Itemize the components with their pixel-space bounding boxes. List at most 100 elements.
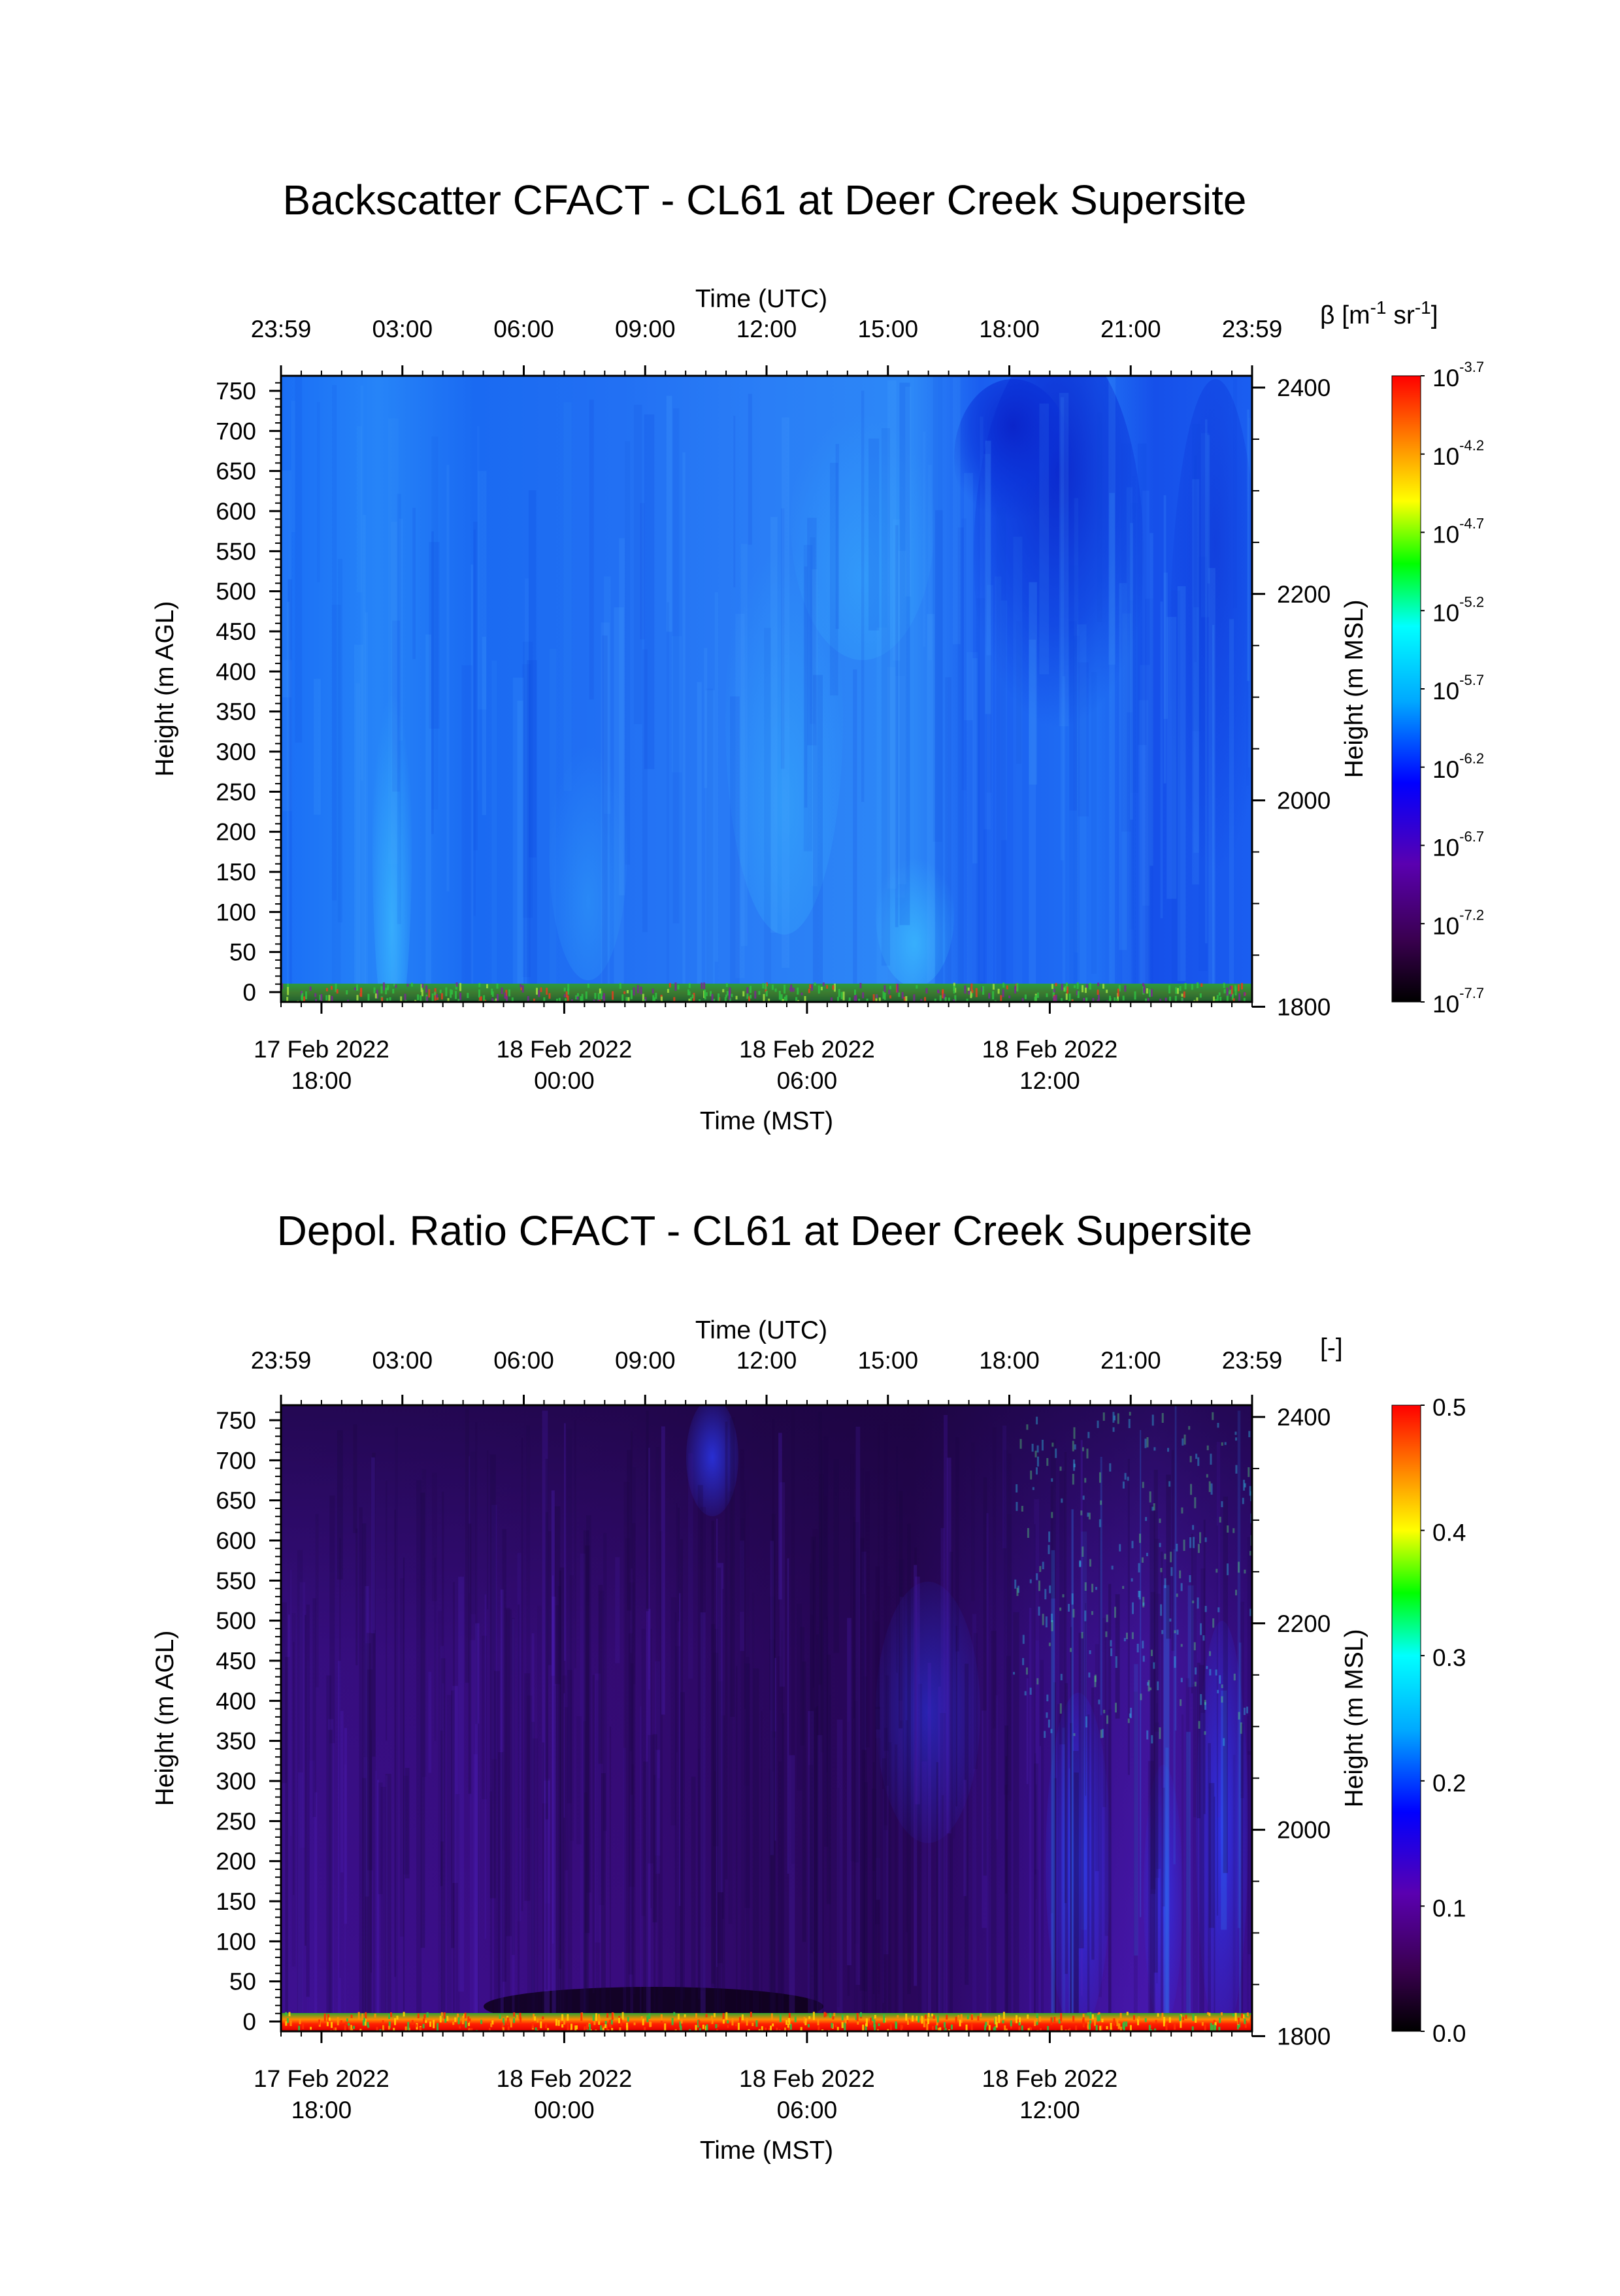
colorbar-title: β [m-1 sr-1] xyxy=(1320,297,1438,330)
left-tick-label: 50 xyxy=(229,1969,256,1995)
bottom-tick-date: 18 Feb 2022 xyxy=(982,1036,1118,1063)
top-tick-label: 21:00 xyxy=(1100,1347,1161,1374)
colorbar-tick-label: 10-4.7 xyxy=(1432,516,1484,548)
top-tick-label: 15:00 xyxy=(857,1347,918,1374)
colorbar-tick-label: 10-3.7 xyxy=(1432,359,1484,391)
top-tick-label: 18:00 xyxy=(979,1347,1040,1374)
right-tick-label: 2000 xyxy=(1277,788,1331,814)
left-tick-label: 400 xyxy=(216,658,256,685)
left-tick-label: 250 xyxy=(216,778,256,805)
top-tick-label: 21:00 xyxy=(1100,316,1161,342)
left-tick-label: 300 xyxy=(216,739,256,765)
right-tick-label: 2400 xyxy=(1277,374,1331,401)
left-tick-label: 550 xyxy=(216,538,256,565)
left-tick-label: 0 xyxy=(242,979,256,1006)
colorbar xyxy=(1391,375,1421,1003)
bottom-tick-date: 17 Feb 2022 xyxy=(254,2065,389,2092)
top-tick-label: 12:00 xyxy=(736,316,797,342)
right-axis-label: Height (m MSL) xyxy=(1340,1629,1368,1807)
left-tick-label: 450 xyxy=(216,1648,256,1674)
depol-panel: Depol. Ratio CFACT - CL61 at Deer Creek … xyxy=(151,1207,1466,2165)
top-tick-label: 23:59 xyxy=(251,1347,312,1374)
colorbar-tick-label: 10-6.2 xyxy=(1432,750,1484,783)
bottom-tick-time: 00:00 xyxy=(534,1067,595,1094)
left-tick-label: 150 xyxy=(216,1888,256,1915)
chart-title: Backscatter CFACT - CL61 at Deer Creek S… xyxy=(283,176,1247,224)
bottom-tick-time: 06:00 xyxy=(777,1067,838,1094)
colorbar-tick-label: 10-5.7 xyxy=(1432,672,1484,705)
left-tick-label: 50 xyxy=(229,939,256,966)
colorbar-tick-label: 0.2 xyxy=(1432,1770,1466,1797)
bottom-tick-date: 18 Feb 2022 xyxy=(497,1036,633,1063)
chart-title: Depol. Ratio CFACT - CL61 at Deer Creek … xyxy=(277,1207,1253,1254)
right-tick-label: 2200 xyxy=(1277,1610,1331,1637)
top-tick-label: 15:00 xyxy=(857,316,918,342)
left-tick-label: 350 xyxy=(216,1728,256,1755)
left-tick-label: 100 xyxy=(216,899,256,925)
left-tick-label: 200 xyxy=(216,1848,256,1875)
colorbar-tick-label: 0.0 xyxy=(1432,2020,1466,2047)
backscatter-panel: Backscatter CFACT - CL61 at Deer Creek S… xyxy=(151,176,1484,1135)
colorbar-tick-label: 10-7.2 xyxy=(1432,907,1484,939)
left-tick-label: 400 xyxy=(216,1688,256,1714)
top-tick-label: 09:00 xyxy=(615,1347,676,1374)
bottom-tick-date: 18 Feb 2022 xyxy=(982,2065,1118,2092)
top-tick-label: 18:00 xyxy=(979,316,1040,342)
backscatter-heatmap xyxy=(281,376,1252,1002)
bottom-tick-date: 17 Feb 2022 xyxy=(254,1036,389,1063)
left-tick-label: 250 xyxy=(216,1808,256,1835)
left-tick-label: 550 xyxy=(216,1567,256,1594)
colorbar-tick-label: 10-4.2 xyxy=(1432,437,1484,470)
left-tick-label: 300 xyxy=(216,1768,256,1795)
colorbar-tick-label: 0.4 xyxy=(1432,1520,1466,1546)
colorbar-tick-label: 0.3 xyxy=(1432,1644,1466,1671)
bottom-tick-date: 18 Feb 2022 xyxy=(497,2065,633,2092)
left-tick-label: 650 xyxy=(216,1488,256,1514)
bottom-tick-date: 18 Feb 2022 xyxy=(739,2065,875,2092)
colorbar-tick-label: 10-7.7 xyxy=(1432,985,1484,1018)
left-tick-label: 0 xyxy=(242,2008,256,2035)
top-tick-label: 03:00 xyxy=(372,1347,433,1374)
left-tick-label: 500 xyxy=(216,1608,256,1635)
top-tick-label: 23:59 xyxy=(1222,1347,1283,1374)
left-tick-label: 600 xyxy=(216,498,256,525)
top-tick-label: 23:59 xyxy=(251,316,312,342)
left-axis-label: Height (m AGL) xyxy=(151,601,179,777)
bottom-tick-time: 12:00 xyxy=(1019,2097,1080,2123)
left-tick-label: 750 xyxy=(216,378,256,405)
left-tick-label: 650 xyxy=(216,458,256,485)
bottom-tick-time: 06:00 xyxy=(777,2097,838,2123)
right-tick-label: 1800 xyxy=(1277,993,1331,1020)
top-tick-label: 09:00 xyxy=(615,316,676,342)
top-tick-label: 23:59 xyxy=(1222,316,1283,342)
top-tick-label: 06:00 xyxy=(493,316,554,342)
bottom-tick-time: 00:00 xyxy=(534,2097,595,2123)
bottom-tick-time: 18:00 xyxy=(291,1067,352,1094)
depol-heatmap xyxy=(281,1405,1252,2031)
top-axis-label: Time (UTC) xyxy=(695,1316,827,1344)
right-tick-label: 1800 xyxy=(1277,2023,1331,2050)
left-tick-label: 700 xyxy=(216,1447,256,1474)
left-tick-label: 200 xyxy=(216,819,256,846)
left-tick-label: 100 xyxy=(216,1928,256,1955)
colorbar xyxy=(1391,1405,1421,2032)
left-tick-label: 150 xyxy=(216,859,256,886)
bottom-axis-label: Time (MST) xyxy=(700,1107,833,1135)
bottom-axis-label: Time (MST) xyxy=(700,2137,833,2165)
left-tick-label: 600 xyxy=(216,1527,256,1554)
right-axis-label: Height (m MSL) xyxy=(1340,599,1368,778)
left-tick-label: 450 xyxy=(216,618,256,645)
top-tick-label: 06:00 xyxy=(493,1347,554,1374)
right-tick-label: 2000 xyxy=(1277,1817,1331,1844)
right-tick-label: 2200 xyxy=(1277,581,1331,608)
colorbar-tick-label: 0.5 xyxy=(1432,1394,1466,1421)
bottom-tick-time: 12:00 xyxy=(1019,1067,1080,1094)
colorbar-tick-label: 0.1 xyxy=(1432,1895,1466,1922)
left-tick-label: 700 xyxy=(216,418,256,444)
colorbar-title: [-] xyxy=(1320,1334,1343,1362)
colorbar-tick-label: 10-6.7 xyxy=(1432,829,1484,861)
top-tick-label: 12:00 xyxy=(736,1347,797,1374)
bottom-tick-time: 18:00 xyxy=(291,2097,352,2123)
left-tick-label: 750 xyxy=(216,1407,256,1434)
